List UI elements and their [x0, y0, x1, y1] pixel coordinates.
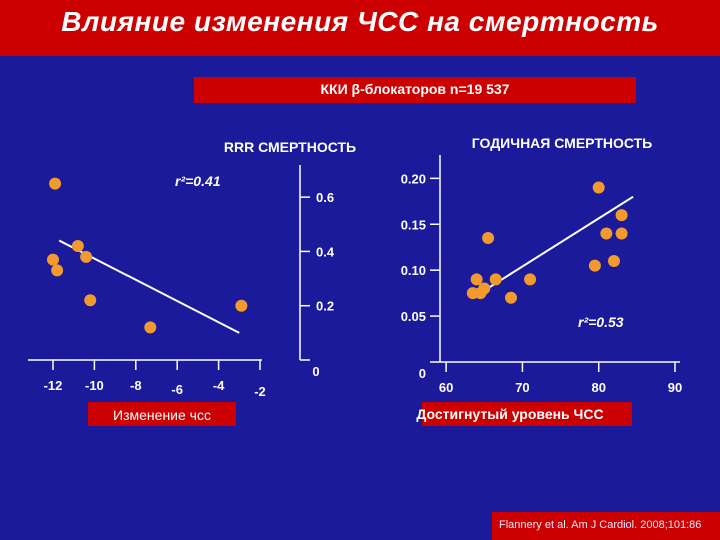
chart-annual-mortality: ГОДИЧНАЯ СМЕРТНОСТЬ r²=0.53 Достигнутый … [401, 135, 682, 426]
data-point [524, 273, 537, 286]
data-point [71, 240, 84, 252]
data-point [615, 209, 628, 222]
title-bar [0, 0, 720, 56]
x-tick-label: 80 [591, 380, 605, 395]
data-point [470, 273, 483, 286]
data-point [51, 264, 64, 277]
data-point [84, 294, 97, 307]
chart-rrr-mortality: RRR СМЕРТНОСТЬ r²=0.41 Изменение чсс 0 0.… [28, 139, 356, 426]
x-tick-label: -10 [85, 378, 104, 393]
x-tick-label: -4 [213, 378, 225, 393]
left-r2-annotation: r²=0.41 [175, 173, 221, 189]
left-chart-title: RRR СМЕРТНОСТЬ [224, 139, 356, 155]
data-point [600, 227, 613, 240]
right-r2-annotation: r²=0.53 [578, 314, 624, 330]
y-tick-label: 0.6 [316, 190, 334, 205]
data-point [607, 255, 620, 267]
x-tick-label: 70 [515, 380, 529, 395]
x-tick-label: 60 [439, 380, 453, 395]
x-tick-label: -2 [254, 384, 266, 399]
data-point [47, 253, 59, 266]
data-point [80, 250, 93, 263]
data-point [504, 291, 517, 304]
y-tick-label: 0.10 [401, 263, 426, 278]
data-point [482, 232, 495, 245]
left-x-axis-label: Изменение чсс [113, 407, 211, 423]
subtitle-box [194, 77, 636, 103]
data-point [235, 299, 248, 312]
citation-text: Flannery et al. Am J Cardiol. 2008;101:8… [499, 519, 702, 531]
y-tick-label: 0 [419, 366, 426, 381]
x-tick-label: -6 [171, 382, 183, 397]
slide-title: Влияние изменения ЧСС на смертность [61, 6, 659, 37]
right-x-axis-label: Достигнутый уровень ЧСС [416, 406, 603, 422]
data-point [615, 227, 628, 240]
slide-subtitle: ККИ β-блокаторов n=19 537 [320, 81, 510, 97]
x-tick-label: -8 [130, 378, 142, 393]
y-tick-label: 0.20 [401, 171, 426, 186]
data-point [489, 273, 502, 286]
data-point [592, 181, 605, 194]
y-tick-label: 0 [312, 364, 319, 379]
right-xlabel-box [422, 402, 632, 426]
y-tick-label: 0.4 [316, 244, 335, 259]
x-tick-label: -12 [44, 378, 63, 393]
data-point [144, 321, 157, 334]
data-point [49, 177, 62, 190]
citation-box [492, 512, 720, 540]
left-xlabel-box [88, 402, 236, 426]
y-tick-label: 0.05 [401, 309, 426, 324]
data-point [474, 287, 487, 300]
right-chart-title: ГОДИЧНАЯ СМЕРТНОСТЬ [472, 135, 653, 151]
y-tick-label: 0.15 [401, 217, 426, 232]
x-tick-label: 90 [668, 380, 682, 395]
data-point [588, 259, 601, 272]
y-tick-label: 0.2 [316, 299, 334, 314]
